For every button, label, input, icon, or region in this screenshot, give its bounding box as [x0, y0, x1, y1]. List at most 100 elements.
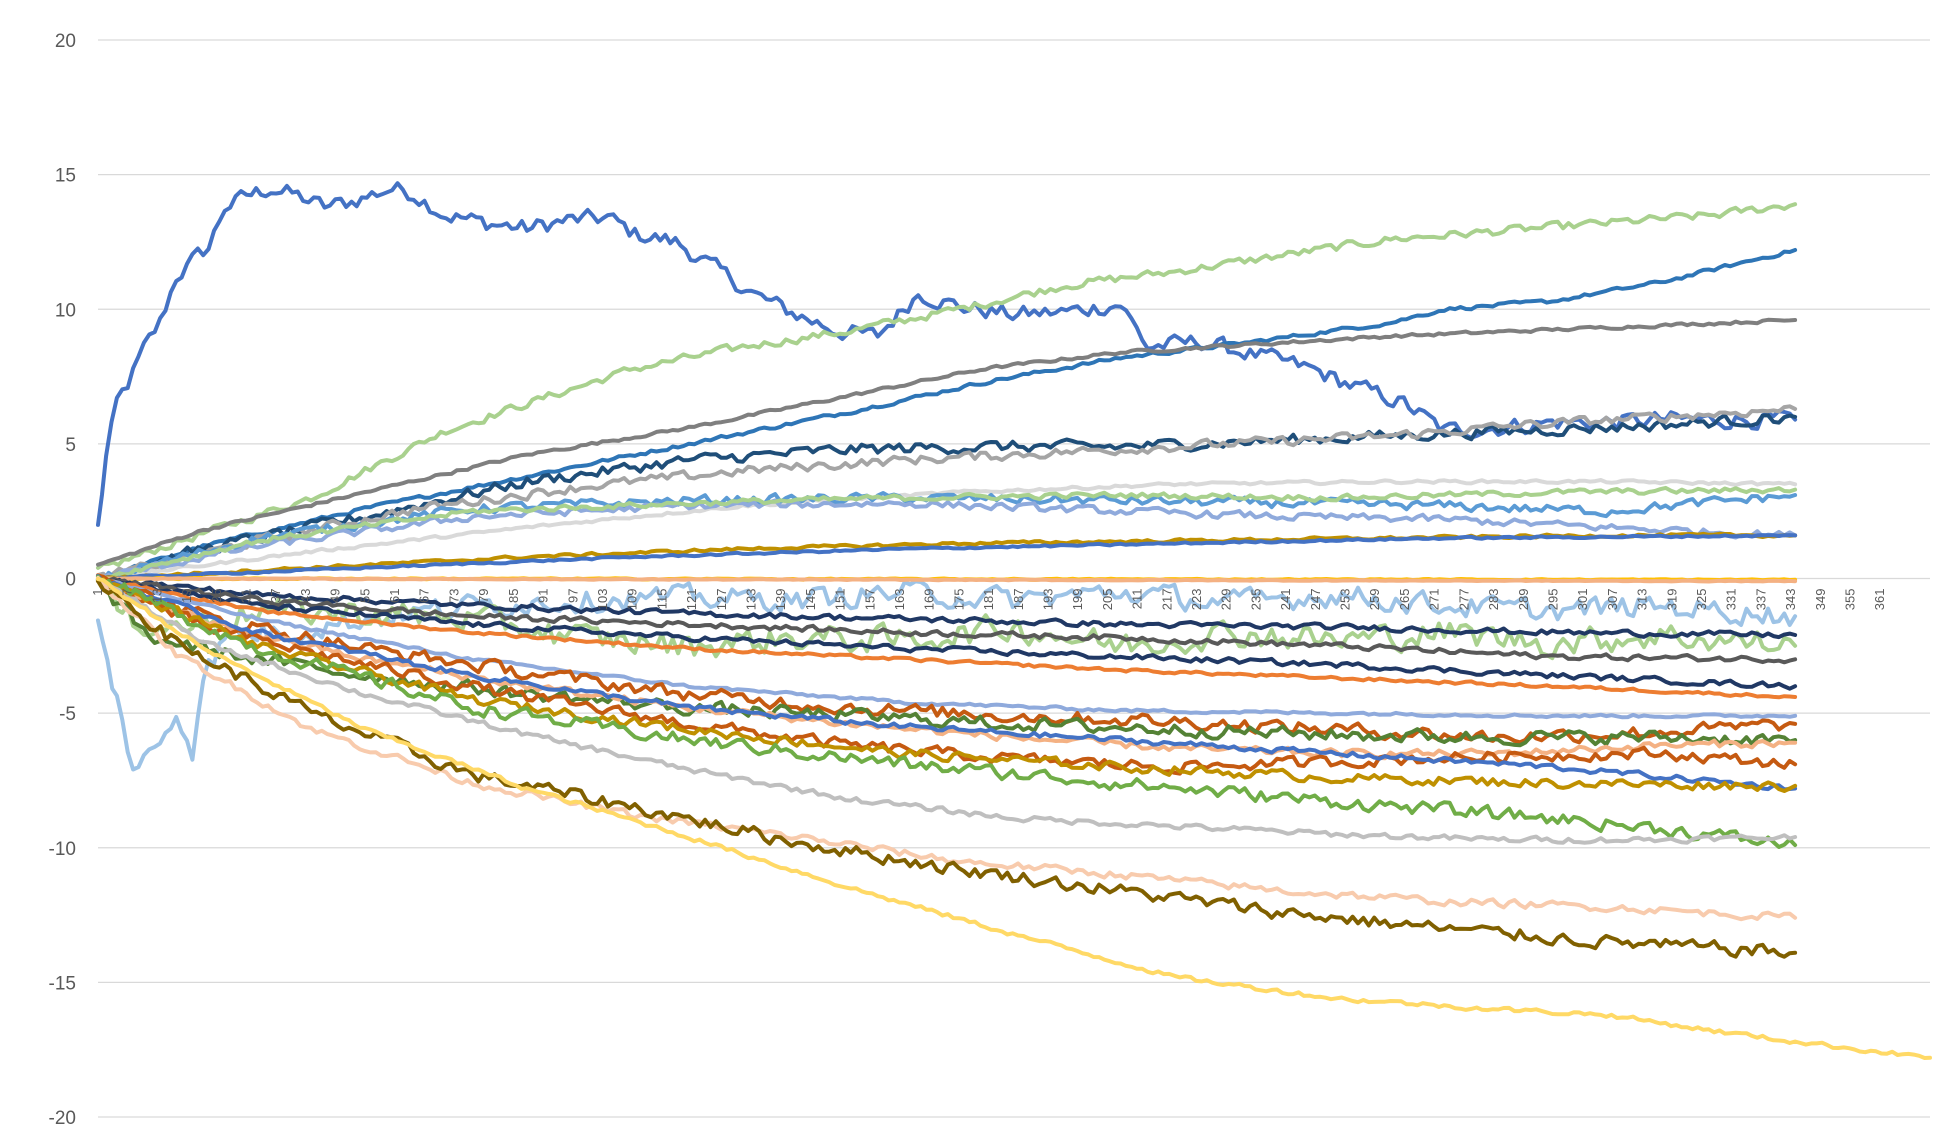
- x-tick-label: 55: [357, 589, 372, 603]
- x-tick-label: 187: [1011, 589, 1026, 611]
- x-tick-label: 325: [1694, 589, 1709, 611]
- x-tick-label: 151: [833, 589, 848, 611]
- x-tick-label: 217: [1159, 589, 1174, 611]
- x-tick-label: 133: [744, 589, 759, 611]
- x-tick-label: 235: [1248, 589, 1263, 611]
- x-tick-label: 145: [803, 589, 818, 611]
- series-line-22: [96, 579, 1798, 745]
- series-line-12: [96, 533, 1798, 581]
- y-tick-label: 0: [65, 570, 76, 591]
- x-tick-label: 247: [1308, 589, 1323, 611]
- x-tick-label: 181: [981, 589, 996, 611]
- x-tick-label: 343: [1783, 589, 1798, 611]
- y-tick-label: 15: [55, 166, 76, 187]
- x-tick-label: 271: [1427, 589, 1442, 611]
- x-tick-label: 199: [1070, 589, 1085, 611]
- x-tick-label: 313: [1635, 589, 1650, 611]
- series-line-18: [96, 576, 1798, 665]
- x-tick-label: 211: [1130, 589, 1145, 610]
- x-tick-label: 109: [625, 589, 640, 611]
- x-tick-label: 337: [1753, 589, 1768, 611]
- x-tick-label: 91: [536, 589, 551, 603]
- x-tick-label: 25: [209, 589, 224, 603]
- x-tick-label: 331: [1724, 589, 1739, 611]
- x-tick-label: 115: [654, 589, 669, 610]
- y-tick-label: 20: [55, 31, 76, 52]
- series-line-3: [96, 248, 1798, 581]
- x-tick-label: 85: [506, 589, 521, 603]
- x-tick-label: 157: [862, 589, 877, 611]
- series-line-9: [96, 498, 1798, 580]
- x-tick-label: 37: [268, 589, 283, 603]
- x-tick-label: 289: [1516, 589, 1531, 611]
- y-tick-label: -5: [59, 704, 76, 725]
- series-line-4: [96, 317, 1798, 567]
- x-tick-label: 259: [1367, 589, 1382, 611]
- x-tick-label: 319: [1664, 589, 1679, 611]
- x-tick-label: 49: [328, 589, 343, 603]
- x-tick-label: 121: [684, 589, 699, 611]
- x-tick-label: 253: [1338, 589, 1353, 611]
- x-tick-label: 163: [892, 589, 907, 611]
- x-tick-label: 361: [1872, 589, 1887, 611]
- x-tick-label: 223: [1189, 589, 1204, 611]
- series-line-2: [96, 202, 1798, 570]
- x-tick-label: 19: [179, 589, 194, 603]
- x-tick-label: 193: [1041, 589, 1056, 611]
- x-tick-label: 205: [1100, 589, 1115, 611]
- x-tick-label: 13: [149, 589, 164, 603]
- series-line-29: [96, 577, 1798, 845]
- x-tick-label: 1: [90, 589, 105, 596]
- series-line-25: [96, 573, 1798, 776]
- x-tick-label: 175: [951, 589, 966, 611]
- series-line-21: [96, 576, 1798, 720]
- x-tick-label: 169: [922, 589, 937, 611]
- x-tick-label: 61: [387, 589, 402, 603]
- series-line-7: [96, 478, 1798, 582]
- y-axis-tick-labels: 20 15 10 5 0 -5 -10 -15 -20: [49, 31, 76, 1129]
- y-tick-label: -10: [49, 839, 76, 860]
- x-tick-label: 283: [1486, 589, 1501, 611]
- y-tick-label: 10: [55, 300, 76, 321]
- series-line-32: [96, 577, 1932, 1060]
- y-tick-label: -15: [49, 973, 76, 994]
- x-tick-label: 295: [1546, 589, 1561, 611]
- x-tick-label: 307: [1605, 589, 1620, 611]
- x-tick-label: 7: [120, 589, 135, 596]
- x-axis-tick-labels: 1 7 13 19 25 31 37 43 49 55 61 67 73 79 85 91 97 103 109 11…: [90, 589, 1887, 611]
- x-tick-label: 79: [476, 589, 491, 603]
- x-tick-label: 277: [1456, 589, 1471, 611]
- x-tick-label: 241: [1278, 589, 1293, 611]
- y-tick-label: -20: [49, 1108, 76, 1129]
- series-line-17: [96, 575, 1798, 640]
- series-line-10: [96, 485, 1798, 584]
- series-line-27: [96, 577, 1798, 793]
- series-lines: [96, 181, 1932, 1060]
- x-tick-label: 229: [1219, 589, 1234, 611]
- x-tick-label: 73: [446, 589, 461, 603]
- series-line-30: [96, 575, 1798, 922]
- x-tick-label: 349: [1813, 589, 1828, 611]
- x-tick-label: 301: [1575, 589, 1590, 611]
- series-line-6: [96, 404, 1798, 581]
- x-tick-label: 355: [1843, 589, 1858, 611]
- x-tick-label: 127: [714, 589, 729, 611]
- x-tick-label: 265: [1397, 589, 1412, 611]
- x-tick-label: 43: [298, 589, 313, 603]
- series-line-28: [96, 574, 1798, 849]
- x-tick-label: 67: [417, 589, 432, 603]
- x-tick-label: 103: [595, 589, 610, 611]
- series-line-26: [96, 574, 1798, 792]
- series-line-14: [96, 577, 1798, 661]
- series-line-23: [96, 577, 1798, 748]
- series-line-16: [96, 576, 1798, 584]
- series-line-20: [96, 577, 1798, 700]
- series-line-5: [96, 413, 1798, 583]
- x-tick-label: 31: [239, 589, 254, 603]
- series-line-19: [96, 577, 1798, 691]
- x-tick-label: 139: [773, 589, 788, 611]
- x-tick-label: 97: [565, 589, 580, 603]
